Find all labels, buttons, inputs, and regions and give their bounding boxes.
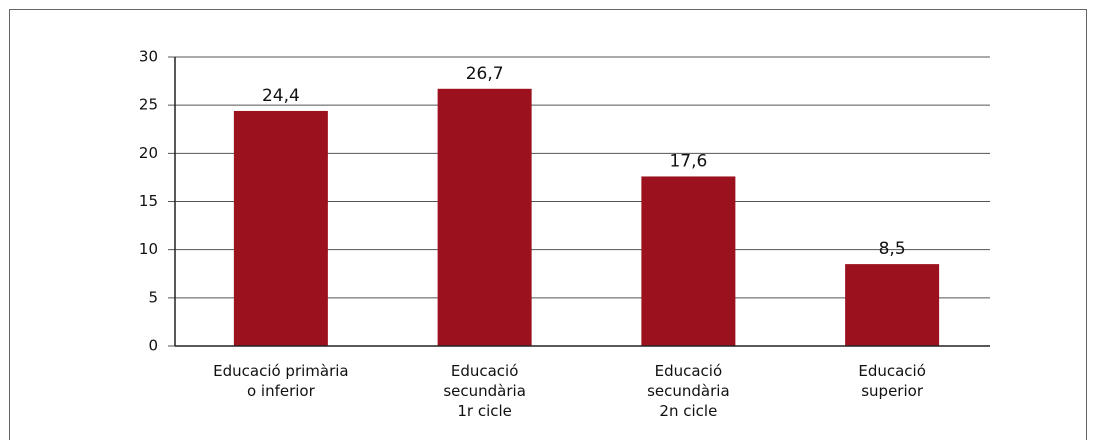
x-tick-label: Educació secundària 1r cicle [443, 362, 526, 420]
y-tick-label: 5 [148, 288, 158, 306]
value-label: 17,6 [669, 151, 707, 171]
value-label: 8,5 [879, 239, 906, 259]
value-label: 24,4 [262, 86, 300, 106]
frame [9, 9, 1087, 440]
bar [437, 88, 532, 346]
x-tick-label: Educació superior [858, 362, 926, 400]
y-tick-label: 20 [139, 144, 158, 162]
y-tick-label: 10 [139, 240, 158, 258]
y-tick-label: 0 [148, 337, 158, 355]
x-tick-label: Educació secundària 2n cicle [647, 362, 730, 420]
y-tick-label: 15 [139, 192, 158, 210]
value-label: 26,7 [466, 64, 504, 84]
bar [233, 110, 328, 347]
bar [641, 176, 736, 346]
x-tick-label: Educació primària o inferior [213, 362, 349, 400]
bar [845, 264, 940, 346]
y-tick-label: 30 [139, 48, 158, 66]
y-tick-label: 25 [139, 96, 158, 114]
